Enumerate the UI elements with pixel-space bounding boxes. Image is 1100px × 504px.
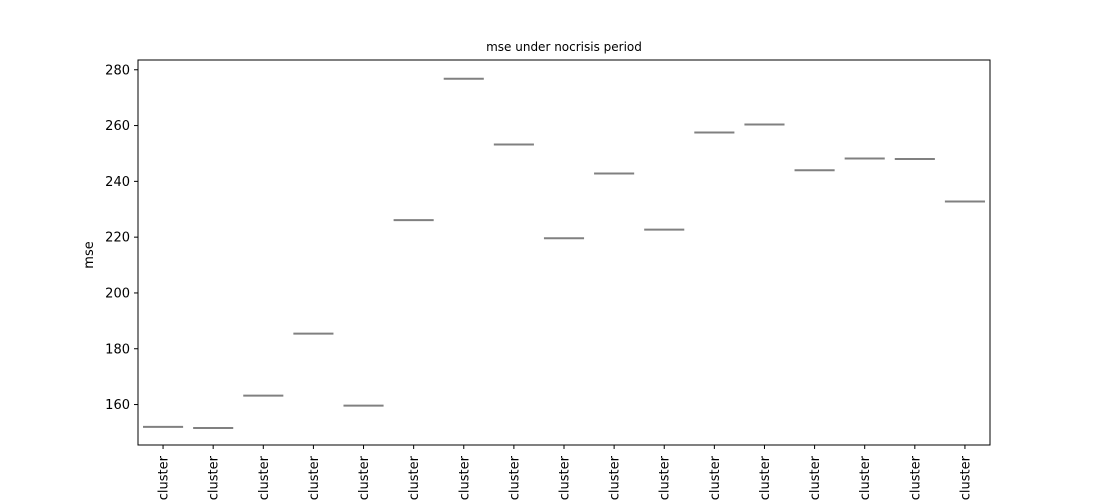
x-tick-label: cluster: [608, 455, 623, 500]
box-medians: [143, 77, 985, 429]
y-tick-label: 160: [105, 398, 130, 413]
x-tick-label: cluster: [808, 455, 823, 500]
x-tick-label: cluster: [457, 455, 472, 500]
y-tick-label: 200: [105, 286, 130, 301]
x-tick-label: cluster: [958, 455, 973, 500]
y-axis-ticks: 160 180 200 220 240 260 280: [105, 63, 138, 413]
y-tick-label: 220: [105, 231, 130, 246]
y-tick-label: 260: [105, 119, 130, 134]
x-tick-label: cluster: [207, 455, 222, 500]
x-tick-label: cluster: [758, 455, 773, 500]
y-tick-label: 180: [105, 342, 130, 357]
x-tick-label: cluster: [257, 455, 272, 500]
x-tick-label: cluster: [157, 455, 172, 500]
x-tick-label: cluster: [558, 455, 573, 500]
x-tick-label: cluster: [357, 455, 372, 500]
y-tick-label: 280: [105, 63, 130, 78]
x-tick-label: cluster: [858, 455, 873, 500]
y-tick-label: 240: [105, 175, 130, 190]
x-tick-label: cluster: [908, 455, 923, 500]
x-axis-ticks: cluster cluster cluster cluster cluster clust…: [157, 445, 973, 500]
x-tick-label: cluster: [307, 455, 322, 500]
x-tick-label: cluster: [708, 455, 723, 500]
y-axis-label: mse: [82, 241, 97, 268]
plot-area-frame: [137, 59, 991, 446]
x-tick-label: cluster: [407, 455, 422, 500]
x-tick-label: cluster: [507, 455, 522, 500]
chart-title: mse under nocrisis period: [486, 40, 642, 54]
x-tick-label: cluster: [658, 455, 673, 500]
